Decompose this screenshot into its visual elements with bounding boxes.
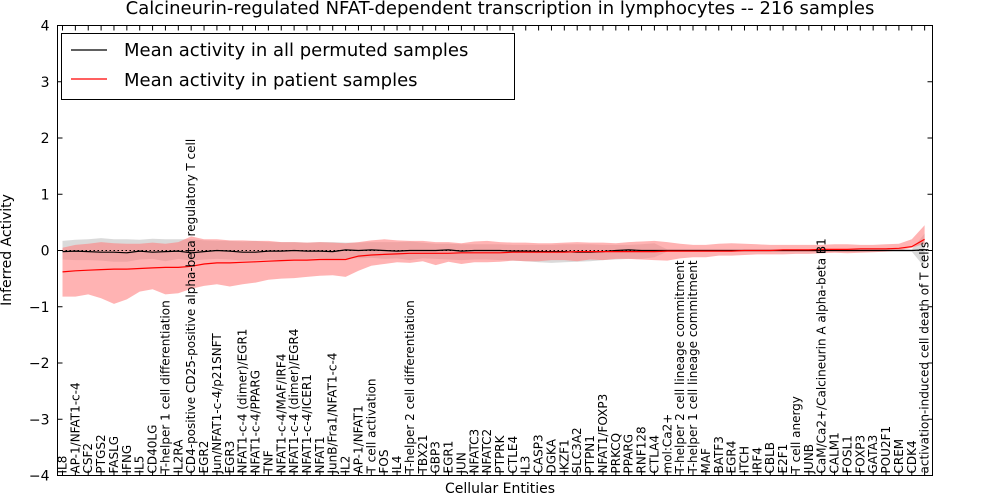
entity-label: GATA3 [866, 435, 880, 474]
entity-label: T cell activation [364, 378, 378, 474]
entity-label: IFNG [120, 445, 134, 474]
entity-label: MAF [699, 448, 713, 474]
entity-label: activation-induced cell death of T cells [918, 242, 932, 474]
entity-label: SLC3A2 [570, 427, 584, 473]
entity-label: BATF3 [712, 436, 726, 473]
series-line-patient [62, 238, 925, 273]
entity-label: CASP3 [532, 434, 546, 473]
entity-label: JUN [454, 452, 468, 474]
entity-label: IL3 [519, 456, 533, 474]
entity-label: NFAT1-c-4 (dimer)/EGR1 [236, 329, 250, 474]
entity-label: T-helper 1 cell differentiation [158, 300, 172, 474]
entity-labels: IL8AP-1/NFAT1-c-4CSF2PTGS2FASLGIFNGIL5CD… [56, 139, 932, 475]
entity-label: NFAT1 [313, 436, 327, 473]
y-tick-label: 0 [41, 244, 50, 260]
entity-label: T-helper 1 cell lineage commitment [686, 260, 700, 474]
entity-label: CREM [892, 439, 906, 474]
entity-label: IKZF1 [557, 439, 571, 473]
y-tick-label: −4 [29, 469, 50, 485]
entity-label: PPARG [622, 434, 636, 474]
entity-label: EGR3 [223, 441, 237, 474]
entity-label: JUNB [802, 444, 816, 475]
legend-box [61, 33, 515, 100]
entity-label: PTGS2 [94, 434, 108, 473]
entity-label: NFAT1-c-4/ICER1 [300, 374, 314, 473]
entity-label: CaM/Ca2+/Calcineurin A alpha-beta B1 [815, 238, 829, 473]
entity-label: CBLB [763, 442, 777, 474]
entity-label: PTPN1 [583, 435, 597, 473]
entity-label: AP-1/NFAT1-c-4 [68, 382, 82, 473]
y-tick-label: −1 [29, 300, 50, 316]
x-axis-label: Cellular Entities [445, 481, 555, 497]
entity-label: FASLG [107, 436, 121, 474]
entity-label: NFAT1-c-4/MAF/IRF4 [274, 354, 288, 474]
entity-label: PTPRK [493, 434, 507, 473]
entity-label: FOSL1 [840, 435, 854, 473]
entity-label: EGR4 [725, 441, 739, 474]
entity-label: CD40LG [146, 425, 160, 474]
entity-label: IL5 [133, 456, 147, 474]
entity-label: FOXP3 [853, 435, 867, 474]
entity-label: EGR1 [442, 441, 456, 474]
entity-label: Jun/NFAT1-c-4/p21SNFT [210, 333, 224, 475]
entity-label: ITCH [738, 446, 752, 474]
y-tick-label: −2 [29, 356, 50, 372]
entity-label: JunB/Fra1/NFAT1-c-4 [326, 353, 340, 475]
entity-label: CTLA4 [647, 435, 661, 474]
entity-label: IL2RA [171, 439, 185, 474]
y-tick-label: −3 [29, 412, 50, 428]
entity-label: RNF128 [635, 426, 649, 473]
entity-label: mol:Ca2+ [660, 414, 674, 474]
entity-label: FOS [377, 450, 391, 474]
band-patient [62, 225, 925, 304]
entity-label: CDK4 [905, 440, 919, 473]
legend-label-patient: Mean activity in patient samples [124, 70, 418, 91]
entity-label: CTLE4 [506, 436, 520, 474]
y-tick-label: 4 [41, 19, 50, 35]
entity-label: IRF4 [750, 447, 764, 473]
y-tick-label: 3 [41, 75, 50, 91]
entity-label: PRKCQ [609, 433, 623, 474]
entity-label: POU2F1 [879, 426, 893, 474]
entity-label: NFAT1-c-4/PPARG [249, 370, 263, 474]
entity-label: GBP3 [429, 441, 443, 473]
entity-label: NFATC3 [467, 429, 481, 474]
entity-label: AP-1/NFAT1 [352, 405, 366, 473]
entity-label: NFATC2 [480, 429, 494, 474]
entity-label: T cell anergy [789, 396, 803, 474]
x-axis-ticks [62, 25, 926, 476]
entity-label: CSF2 [81, 443, 95, 474]
y-axis-label: Inferred Activity [0, 194, 15, 306]
legend: Mean activity in all permuted samples Me… [61, 33, 515, 100]
entity-label: NFAT1-c-4 (dimer)/EGR4 [287, 329, 301, 474]
entity-label: NFAT1/FOXP3 [596, 394, 610, 474]
chart-title: Calcineurin-regulated NFAT-dependent tra… [126, 0, 875, 19]
entity-label: TNF [261, 450, 275, 474]
entity-label: IL2 [339, 456, 353, 474]
entity-label: TBX21 [416, 434, 430, 474]
entity-label: T-helper 2 cell differentiation [403, 300, 417, 474]
entity-label: DGKA [545, 438, 559, 473]
y-axis-ticks: 4 3 2 1 0 −1 −2 −3 −4 [29, 19, 933, 485]
legend-label-permuted: Mean activity in all permuted samples [124, 40, 468, 61]
entity-label: IL8 [56, 456, 70, 474]
entity-label: CD4-positive CD25-positive alpha-beta re… [184, 139, 198, 474]
y-tick-label: 2 [41, 131, 50, 147]
entity-label: E2F1 [776, 444, 790, 474]
entity-label: IL4 [390, 456, 404, 474]
entity-label: T-helper 2 cell lineage commitment [673, 260, 687, 474]
series-lines [62, 238, 925, 273]
entity-label: CALM1 [828, 432, 842, 473]
y-tick-label: 1 [41, 187, 50, 203]
entity-label: EGR2 [197, 441, 211, 474]
